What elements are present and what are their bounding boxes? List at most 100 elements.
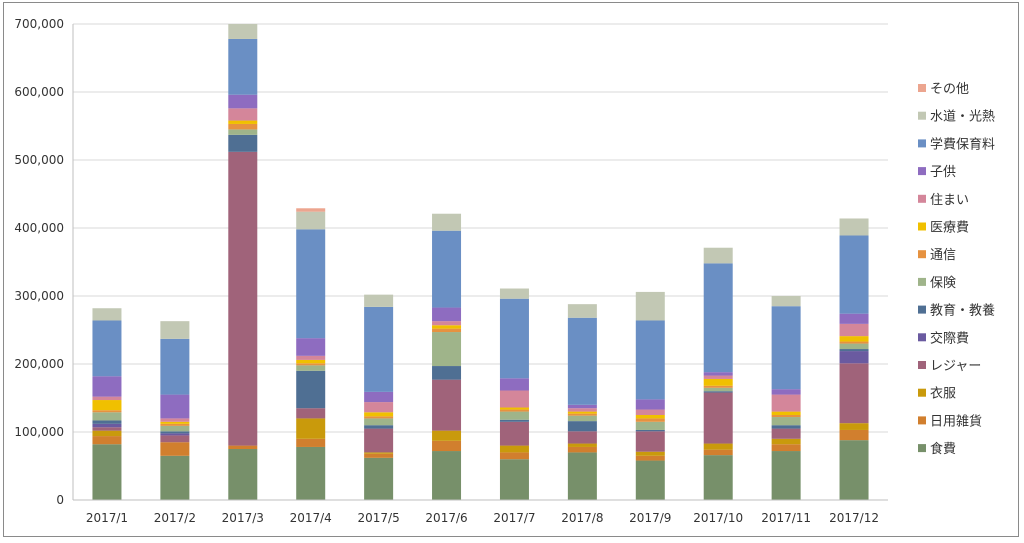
bar-segment [499,419,529,422]
bar-segment [228,129,258,135]
bar-segment [160,423,190,426]
y-axis-ticks: 0 100,000 200,000 300,000 400,000 500,000 600,… [14,17,64,507]
x-tick-label: 2017/8 [561,511,603,525]
legend: その他水道・光熱学費保育料子供住まい医療費通信保険教育・教養交際費レジャー衣服日… [918,82,995,457]
bar-segment [703,378,733,386]
legend-swatch [918,277,926,286]
bar-segment [432,379,462,431]
bar-segment [160,418,190,422]
bar-segment [635,431,665,452]
bar-segment [160,435,190,443]
x-tick-label: 2017/7 [493,511,535,525]
legend-swatch [918,388,926,397]
bar-segment [92,430,122,437]
y-tick-label: 500,000 [14,153,64,167]
bar-segment [92,412,122,421]
bar-segment [839,351,869,364]
y-tick-label: 100,000 [14,425,64,439]
bar-segment [364,306,394,392]
bar-segment [499,390,529,408]
legend-swatch [918,361,926,369]
bar-segment [228,134,258,152]
axes [72,24,888,501]
bar-segment [432,430,462,441]
bar-segment [432,321,462,326]
bar-segment [432,451,462,500]
bar-segment [160,425,190,432]
bar-segment [567,431,597,444]
bar-segment [364,452,394,454]
bar-segment [432,307,462,322]
legend-swatch [918,194,926,203]
bar-segment [839,218,869,236]
bar-segment [839,235,869,314]
bar-segment [92,436,122,445]
bar-segment [839,349,869,352]
bar-segment [160,431,190,434]
legend-swatch [918,416,926,425]
y-tick-label: 0 [56,493,64,507]
bar-segment [296,229,326,339]
bar-segment [703,263,733,373]
bar-segment [499,421,529,446]
x-axis-ticks: 2017/1 2017/2 2017/3 2017/4 2017/5 2017/6 2017… [86,511,879,525]
legend-label: 教育・教養 [930,303,995,319]
bar-segment [364,418,394,426]
bar-segment [92,420,122,424]
bar-segment [703,375,733,379]
bar-segment [703,449,733,456]
bar-segment [499,298,529,379]
bar-segment [364,402,394,413]
bar-segment [703,247,733,264]
bar-segment [92,444,122,500]
bar-segment [296,438,326,447]
legend-swatch [918,222,926,231]
bar-segment [839,343,869,350]
bar-segment [92,410,122,413]
bar-segment [160,338,190,395]
x-tick-label: 2017/1 [86,511,128,525]
legend-swatch [918,333,926,342]
bar-segment [228,94,258,109]
bar-segment [839,429,869,441]
legend-label: 保険 [930,276,956,291]
bar-segment [296,446,326,500]
bar-segment [228,120,258,124]
bar-segment [432,328,462,333]
bar-segment [635,399,665,410]
bar-segment [364,391,394,403]
bar-segment [771,428,801,439]
bar-segment [228,449,258,500]
bar-segment [771,389,801,395]
bar-segment [839,363,869,424]
x-tick-label: 2017/12 [829,511,879,525]
bar-segment [296,355,326,360]
bar-segment [364,457,394,500]
bar-segment [432,366,462,380]
bar-segment [160,442,190,456]
bar-segment [296,363,326,366]
bar-segment [364,412,394,417]
bar-segment [499,288,529,299]
bar-segment [228,123,258,130]
legend-label: レジャー [930,359,981,374]
bar-segment [296,370,326,409]
bar-segment [92,427,122,431]
bar-segment [499,445,529,453]
legend-swatch [918,250,926,259]
bar-segment [703,372,733,376]
bar-segment [364,416,394,419]
bar-segment [771,415,801,418]
legend-swatch [918,305,926,314]
legend-label: その他 [930,82,969,97]
bar-segment [160,321,190,339]
bar-segment [432,230,462,308]
bar-segment [703,391,733,393]
bar-segment [839,336,869,342]
bar-segment [160,455,190,500]
legend-label: 交際費 [930,330,969,346]
x-tick-label: 2017/5 [358,511,400,525]
bar-segment [296,359,326,364]
bar-segment [839,323,869,337]
